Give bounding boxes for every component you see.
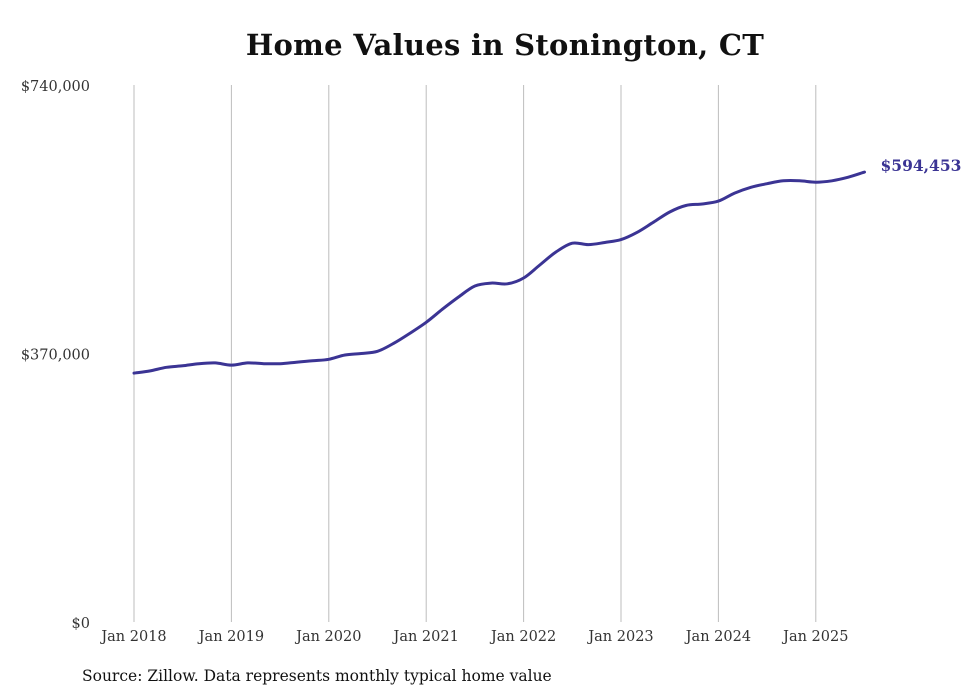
end-value-label: $594,453 [881, 156, 962, 175]
data-point [701, 203, 704, 206]
data-point [246, 361, 249, 364]
data-point [327, 358, 330, 361]
data-point [214, 361, 217, 364]
data-point [409, 332, 412, 335]
x-tick-label: Jan 2019 [197, 629, 264, 645]
data-point [181, 364, 184, 367]
end-value-label-group: $594,453 [881, 156, 962, 175]
data-point [717, 200, 720, 203]
x-tick-label: Jan 2025 [781, 629, 848, 645]
data-point [311, 359, 314, 362]
data-point [831, 179, 834, 182]
series-points [133, 171, 867, 375]
data-point [668, 211, 671, 214]
grid-lines [133, 85, 817, 622]
data-point [376, 350, 379, 353]
data-point [571, 242, 574, 245]
data-point [490, 282, 493, 285]
data-point [360, 352, 363, 355]
data-point [814, 181, 817, 184]
data-point [749, 186, 752, 189]
data-point [684, 204, 687, 207]
data-point [766, 182, 769, 185]
x-tick-label: Jan 2021 [392, 629, 459, 645]
x-tick-label: Jan 2023 [586, 629, 653, 645]
data-point [522, 277, 525, 280]
data-point [847, 176, 850, 179]
y-axis-tick-labels: $0 $370,000 $740,000 [21, 79, 90, 632]
data-point [863, 171, 866, 174]
data-point [165, 366, 168, 369]
data-point [473, 285, 476, 288]
data-point [344, 354, 347, 357]
series-line [132, 170, 866, 375]
x-tick-label: Jan 2024 [684, 629, 751, 645]
data-point [636, 231, 639, 234]
data-point [262, 362, 265, 365]
series-line-path [132, 170, 866, 375]
data-point [733, 192, 736, 195]
data-point [652, 221, 655, 224]
data-point [392, 342, 395, 345]
data-point [441, 308, 444, 311]
data-point [603, 241, 606, 244]
y-tick-label: $370,000 [21, 348, 90, 364]
data-point [295, 361, 298, 364]
data-point [457, 295, 460, 298]
chart-title: Home Values in Stonington, CT [245, 28, 765, 62]
y-tick-label: $740,000 [21, 79, 90, 95]
x-tick-label: Jan 2020 [294, 629, 361, 645]
data-point [782, 179, 785, 182]
data-point [133, 372, 136, 375]
data-point [230, 364, 233, 367]
y-tick-label: $0 [72, 616, 90, 632]
data-point [798, 179, 801, 182]
data-point [620, 238, 623, 241]
x-tick-label: Jan 2022 [489, 629, 556, 645]
data-point [506, 282, 509, 285]
source-note: Source: Zillow. Data represents monthly … [82, 667, 552, 685]
data-point [197, 362, 200, 365]
data-point [425, 321, 428, 324]
x-tick-label: Jan 2018 [99, 629, 166, 645]
data-point [555, 250, 558, 253]
x-axis-tick-labels: Jan 2018 Jan 2019 Jan 2020 Jan 2021 Jan 2022… [99, 629, 848, 645]
data-point [279, 362, 282, 365]
data-point [538, 264, 541, 267]
data-point [149, 369, 152, 372]
data-point [587, 243, 590, 246]
